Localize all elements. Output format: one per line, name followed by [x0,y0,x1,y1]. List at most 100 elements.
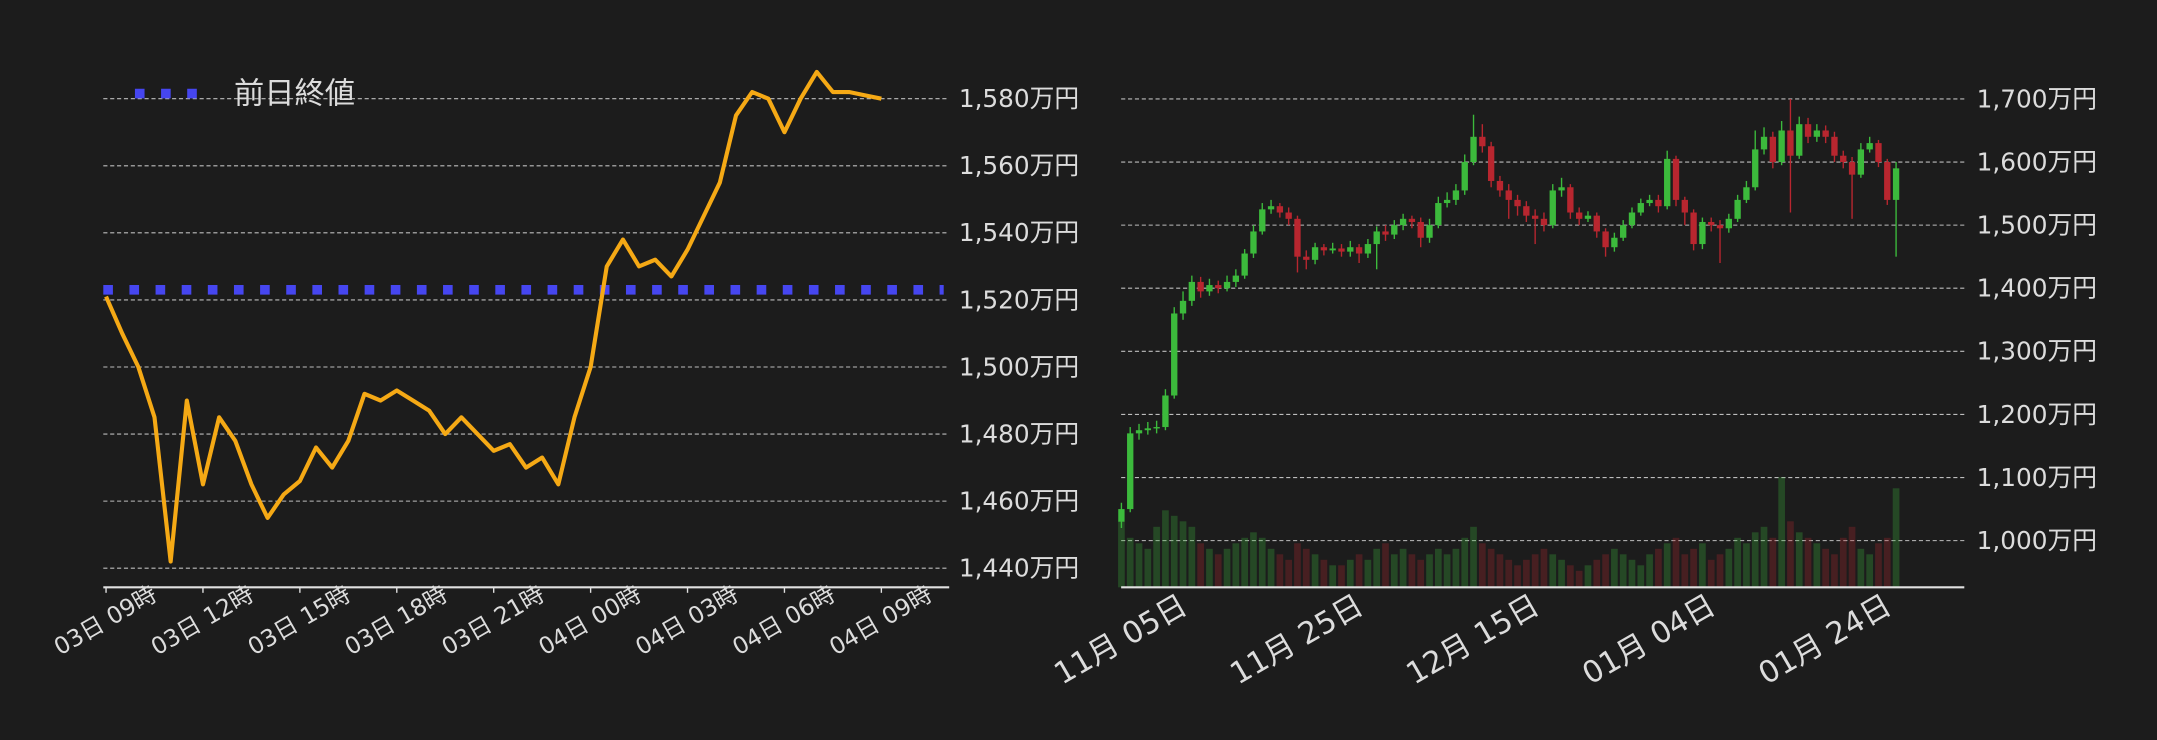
candle-body [1787,130,1794,156]
candle-body [1241,253,1248,276]
volume-bar [1681,554,1689,588]
candle-body [1884,162,1891,200]
volume-bar [1276,554,1284,588]
candle-body [1232,275,1240,282]
volume-bar [1241,537,1249,588]
candle-body [1831,136,1838,156]
candle-body [1303,256,1310,260]
candle-body [1576,212,1583,219]
volume-bar [1364,559,1372,588]
volume-bar [1875,543,1882,588]
candle-body [1470,136,1477,163]
volume-bar [1769,537,1777,588]
candle-body [1276,206,1284,213]
candle-body [1813,130,1821,137]
volume-bar [1188,526,1196,588]
volume-bar [1267,548,1275,588]
volume-bar [1593,559,1601,588]
volume-bar [1311,554,1319,588]
candle-body [1540,218,1548,226]
candle-body [1725,218,1732,229]
candle-body [1311,247,1319,260]
candle-body [1593,215,1600,232]
y-tick-label: 1,600万円 [1977,147,2097,176]
candle-body [1408,218,1416,222]
candle-body [1716,225,1724,229]
volume-bar [1382,543,1389,588]
volume-bar [1725,548,1733,588]
volume-bar [1813,543,1821,588]
volume-bar [1170,515,1178,588]
candle-body [1549,190,1556,226]
candle-body [1487,146,1495,181]
volume-bar [1637,565,1645,588]
candle-body [1179,300,1187,314]
volume-bar [1795,532,1803,588]
y-tick-label: 1,560万円 [959,151,1079,180]
candle-body [1584,215,1592,219]
volume-bar [1540,548,1548,588]
y-tick-label: 1,520万円 [959,285,1079,314]
volume-bar [1206,548,1213,588]
volume-bar [1153,526,1160,588]
volume-bar [1716,554,1724,588]
candle-body [1373,231,1380,245]
candle-body [1206,285,1213,292]
volume-bar [1399,548,1407,588]
candle-body [1611,237,1618,248]
candle-body [1461,162,1468,191]
y-tick-label: 1,000万円 [1977,526,2097,555]
candle-body [1743,187,1750,200]
volume-bar [1329,565,1337,588]
volume-bar [1417,559,1425,588]
volume-bar [1839,537,1847,588]
candle-body [1637,203,1644,213]
candle-body [1320,247,1328,251]
candle-body [1144,428,1151,431]
volume-bar [1320,559,1328,588]
volume-bar [1426,554,1433,588]
candle-body [1496,180,1504,191]
volume-bar [1531,554,1539,588]
candle-body [1294,218,1301,257]
volume-bar [1232,543,1240,588]
candle-body [1355,247,1363,254]
candle-body [1822,130,1829,137]
y-tick-label: 1,540万円 [959,218,1079,247]
candle-body [1602,231,1609,248]
candle-body [1259,209,1266,232]
candle-body [1857,149,1865,175]
volume-bar [1883,537,1891,588]
volume-bar [1743,543,1750,588]
volume-bar [1452,548,1460,588]
volume-bar [1144,548,1152,588]
volume-bar [1478,543,1486,588]
volume-bar [1505,559,1513,588]
candle-body [1426,225,1433,238]
candle-body [1329,248,1336,251]
volume-bar [1470,526,1477,588]
volume-bar [1408,554,1416,588]
volume-bar [1611,548,1618,588]
candle-body [1769,136,1777,163]
volume-bar [1126,537,1134,588]
y-tick-label: 1,400万円 [1977,274,2097,303]
candle-body [1514,199,1521,207]
volume-bar [1787,521,1794,588]
candle-body [1866,143,1873,150]
y-tick-label: 1,580万円 [959,84,1079,113]
volume-bar [1804,537,1812,588]
candle-body [1892,168,1900,200]
volume-bar [1866,554,1874,588]
candle-body [1127,433,1134,510]
candle-body [1804,124,1812,137]
volume-bar [1848,526,1856,588]
volume-bar [1567,565,1574,588]
candle-body [1399,218,1407,226]
volume-bar [1294,543,1301,588]
candle-body [1267,206,1275,210]
volume-bar [1892,488,1900,588]
candle-body [1162,395,1169,428]
candle-body [1620,225,1627,238]
volume-bar [1778,477,1785,588]
